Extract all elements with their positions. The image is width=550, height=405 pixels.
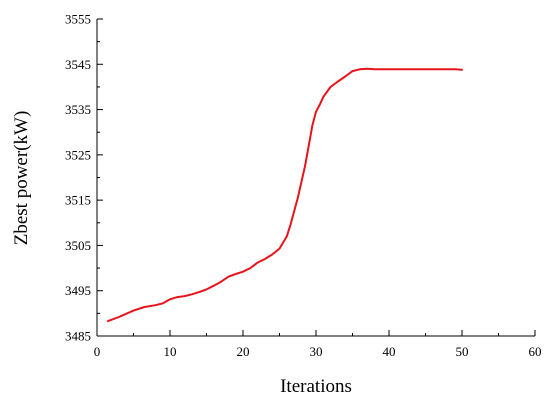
x-axis-title: Iterations (280, 376, 352, 397)
y-tick-label: 3485 (65, 329, 91, 344)
x-tick-label: 0 (94, 344, 101, 359)
x-tick-label: 50 (456, 344, 469, 359)
y-tick-label: 3555 (65, 12, 91, 27)
y-tick-label: 3515 (65, 193, 91, 208)
y-tick-label: 3525 (65, 147, 91, 162)
x-tick-label: 30 (310, 344, 323, 359)
axes (96, 19, 535, 337)
y-tick-label: 3545 (65, 57, 91, 72)
x-tick-label: 40 (383, 344, 396, 359)
series-layer (107, 67, 463, 323)
y-tick-label: 3505 (65, 238, 91, 253)
x-tick-label: 20 (237, 344, 250, 359)
x-tick-label: 10 (164, 344, 177, 359)
series-line-1 (107, 67, 463, 323)
ticks: 0 10 20 30 40 50 60 3485 3495 3505 3515 3525 3535 354… (65, 12, 542, 360)
x-tick-label: 60 (529, 344, 542, 359)
y-tick-label: 3495 (65, 283, 91, 298)
y-tick-label: 3535 (65, 102, 91, 117)
y-axis-title: Zbest power(kW) (11, 111, 32, 246)
